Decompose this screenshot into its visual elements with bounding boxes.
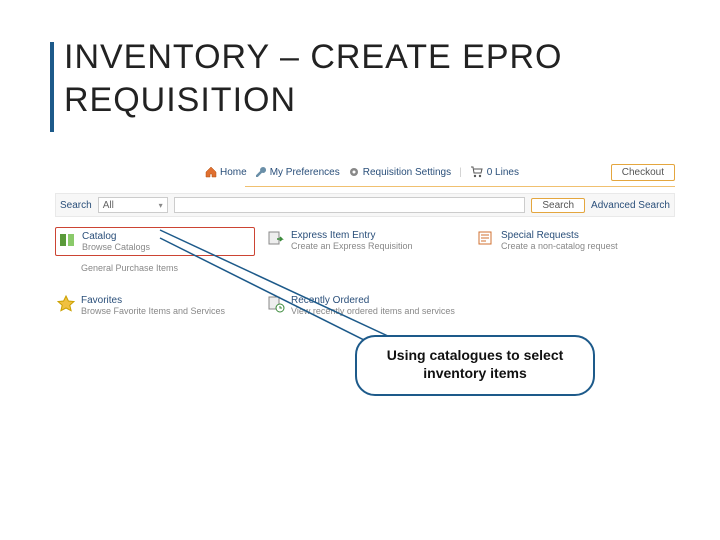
tile-fav-sub: Browse Favorite Items and Services: [81, 306, 225, 316]
search-bar: Search All Search Advanced Search: [55, 193, 675, 217]
wrench-icon: [255, 166, 267, 178]
cart-lines-label: 0 Lines: [487, 167, 519, 178]
slide-title-block: INVENTORY – CREATE EPRO REQUISITION: [50, 36, 680, 121]
nav-home[interactable]: Home: [205, 166, 247, 178]
checkout-button[interactable]: Checkout: [611, 164, 675, 181]
tile-catalog[interactable]: Catalog Browse Catalogs: [55, 227, 255, 256]
tile-fav-title: Favorites: [81, 295, 225, 306]
search-label: Search: [60, 200, 92, 211]
gear-icon: [348, 166, 360, 178]
home-icon: [205, 166, 217, 178]
top-nav: Home My Preferences Requisition Settings…: [55, 160, 675, 184]
page-title: INVENTORY – CREATE EPRO REQUISITION: [64, 36, 680, 121]
tile-special-sub: Create a non-catalog request: [501, 241, 618, 251]
search-scope-value: All: [103, 200, 114, 211]
nav-home-label: Home: [220, 167, 247, 178]
tile-grid: Catalog Browse Catalogs Express Item Ent…: [55, 227, 675, 320]
recent-icon: [267, 295, 285, 313]
tile-express[interactable]: Express Item Entry Create an Express Req…: [265, 227, 465, 256]
tile-gpi[interactable]: General Purchase Items: [55, 260, 255, 284]
epro-app-screenshot: Home My Preferences Requisition Settings…: [55, 160, 675, 320]
tile-special-title: Special Requests: [501, 230, 618, 241]
blank-icon: [57, 263, 75, 281]
nav-underline: [245, 186, 675, 187]
special-icon: [477, 230, 495, 248]
callout-bubble: Using catalogues to select inventory ite…: [355, 335, 595, 396]
cart-icon: [470, 166, 484, 178]
search-input[interactable]: [174, 197, 526, 213]
search-scope-dropdown[interactable]: All: [98, 197, 168, 213]
star-icon: [57, 295, 75, 313]
nav-separator: |: [459, 167, 462, 178]
tile-recent-title: Recently Ordered: [291, 295, 455, 306]
callout-text: Using catalogues to select inventory ite…: [371, 347, 579, 382]
nav-prefs-label: My Preferences: [270, 167, 340, 178]
tile-gpi-title: General Purchase Items: [81, 263, 178, 273]
tile-recent[interactable]: Recently Ordered View recently ordered i…: [265, 292, 465, 319]
catalog-icon: [58, 231, 76, 249]
tile-special[interactable]: Special Requests Create a non-catalog re…: [475, 227, 675, 256]
nav-prefs[interactable]: My Preferences: [255, 166, 340, 178]
advanced-search-link[interactable]: Advanced Search: [591, 200, 670, 211]
tile-express-title: Express Item Entry: [291, 230, 413, 241]
nav-reqset-label: Requisition Settings: [363, 167, 451, 178]
title-accent-bar: [50, 42, 54, 132]
tile-express-sub: Create an Express Requisition: [291, 241, 413, 251]
tile-favorites[interactable]: Favorites Browse Favorite Items and Serv…: [55, 292, 255, 319]
tile-recent-sub: View recently ordered items and services: [291, 306, 455, 316]
tile-catalog-sub: Browse Catalogs: [82, 242, 150, 252]
cart-lines[interactable]: 0 Lines: [470, 166, 519, 178]
search-button[interactable]: Search: [531, 198, 585, 213]
tile-catalog-title: Catalog: [82, 231, 150, 242]
nav-reqset[interactable]: Requisition Settings: [348, 166, 451, 178]
express-icon: [267, 230, 285, 248]
